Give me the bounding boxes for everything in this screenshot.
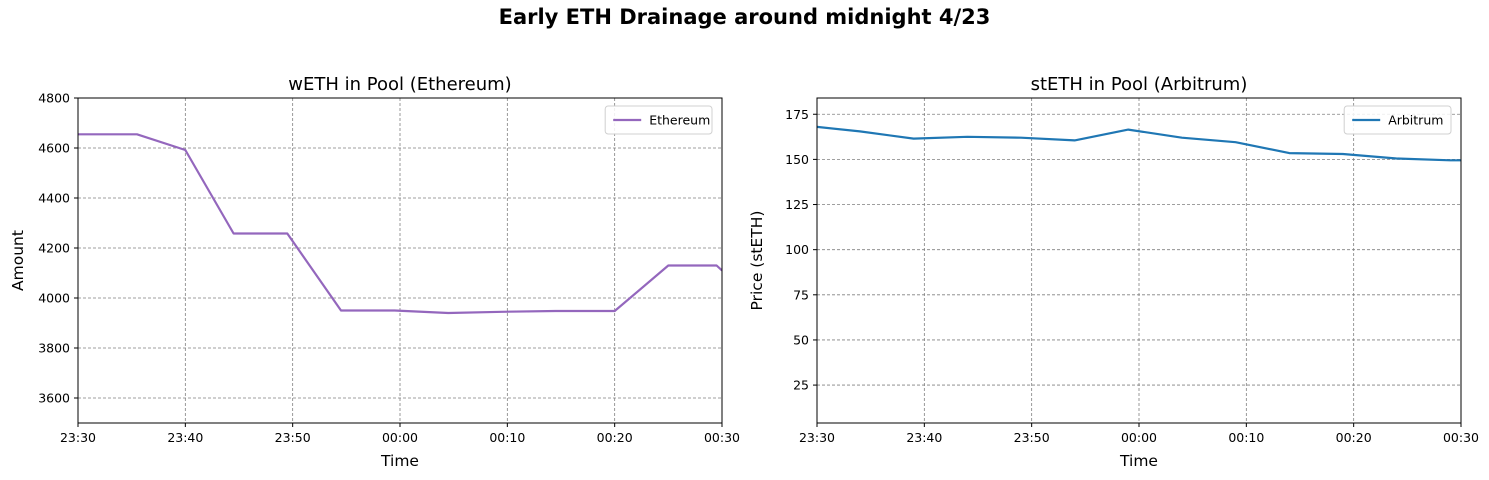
- y-tick-label: 25: [793, 378, 809, 393]
- legend-label: Arbitrum: [1388, 113, 1443, 128]
- figure-title: Early ETH Drainage around midnight 4/23: [498, 5, 991, 29]
- x-tick-label: 00:10: [1228, 430, 1264, 445]
- x-tick-label: 23:40: [906, 430, 942, 445]
- x-axis-label: Time: [1119, 452, 1158, 470]
- x-tick-label: 00:00: [382, 430, 418, 445]
- y-tick-label: 125: [785, 197, 809, 212]
- series-line-arbitrum: [817, 125, 1461, 162]
- x-tick-label: 00:20: [1336, 430, 1372, 445]
- x-tick-label: 00:20: [597, 430, 633, 445]
- x-tick-label: 00:10: [489, 430, 525, 445]
- x-tick-label: 00:30: [1443, 430, 1479, 445]
- x-tick-label: 23:30: [60, 430, 96, 445]
- y-tick-label: 75: [793, 287, 809, 302]
- legend: Ethereum: [604, 105, 713, 135]
- y-tick-label: 150: [785, 152, 809, 167]
- y-tick-label: 4400: [38, 191, 70, 206]
- x-axis-label: Time: [380, 452, 419, 470]
- y-axis-label: Amount: [9, 230, 27, 291]
- x-tick-label: 23:50: [1014, 430, 1050, 445]
- y-tick-label: 4200: [38, 241, 70, 256]
- chart-title: stETH in Pool (Arbitrum): [1031, 74, 1248, 95]
- x-tick-label: 23:50: [275, 430, 311, 445]
- chart-title: wETH in Pool (Ethereum): [288, 74, 511, 95]
- x-tick-label: 23:30: [799, 430, 835, 445]
- chart-2: 23:30 23:40 23:50 00:00 00:10 00:20 00:30 25 50 7…: [748, 74, 1479, 470]
- legend: Arbitrum: [1343, 105, 1452, 135]
- y-tick-label: 3600: [38, 391, 70, 406]
- series-line-ethereum: [78, 133, 722, 315]
- y-tick-label: 100: [785, 242, 809, 257]
- chart-1: 23:30 23:40 23:50 00:00 00:10 00:20 00:30 3600 3…: [9, 74, 740, 470]
- y-tick-label: 4800: [38, 91, 70, 106]
- x-tick-label: 00:00: [1121, 430, 1157, 445]
- y-tick-label: 4600: [38, 141, 70, 156]
- y-tick-label: 3800: [38, 341, 70, 356]
- y-tick-label: 50: [793, 332, 809, 347]
- x-tick-label: 23:40: [167, 430, 203, 445]
- x-tick-label: 00:30: [704, 430, 740, 445]
- legend-box: [1343, 105, 1452, 135]
- legend-label: Ethereum: [649, 113, 710, 128]
- y-tick-label: 175: [785, 107, 809, 122]
- y-tick-label: 4000: [38, 291, 70, 306]
- legend-box: [604, 105, 713, 135]
- y-axis-label: Price (stETH): [748, 211, 766, 311]
